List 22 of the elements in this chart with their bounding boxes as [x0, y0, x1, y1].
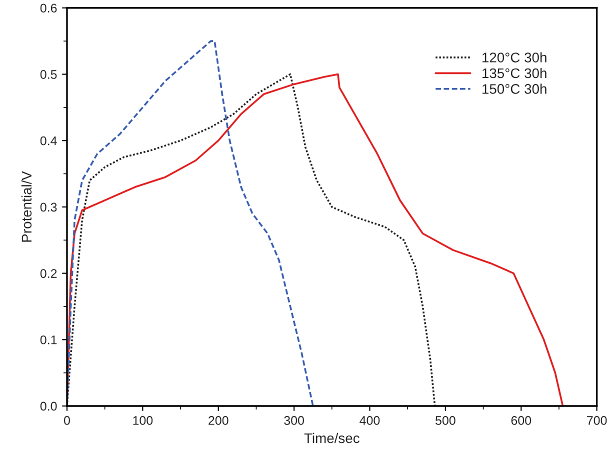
x-tick-label: 700: [587, 416, 607, 425]
legend-label: 120°C 30h: [482, 52, 546, 62]
legend-label: 135°C 30h: [482, 68, 546, 78]
y-axis-title: Protential/V: [21, 171, 32, 242]
y-tick-label: 0.4: [40, 136, 57, 146]
y-tick-label: 0.2: [40, 269, 57, 278]
y-tick-label: 0.3: [40, 202, 57, 212]
x-tick-label: 100: [133, 416, 153, 425]
legend-label: 150°C 30h: [482, 84, 546, 94]
x-tick-label: 400: [360, 416, 380, 425]
y-tick-label: 0.0: [40, 402, 57, 411]
x-tick-label: 200: [208, 416, 228, 425]
x-tick-label: 300: [284, 416, 304, 425]
x-tick-label: 500: [436, 416, 456, 425]
x-axis-title: Time/sec: [304, 432, 360, 444]
line-series: [66, 73, 436, 406]
line-series: [66, 40, 314, 406]
y-tick-label: 0.1: [40, 335, 57, 344]
y-tick-label: 0.5: [40, 70, 57, 79]
x-tick-label: 0: [64, 416, 70, 425]
y-tick-label: 0.6: [40, 4, 57, 13]
x-tick-label: 600: [511, 416, 532, 425]
